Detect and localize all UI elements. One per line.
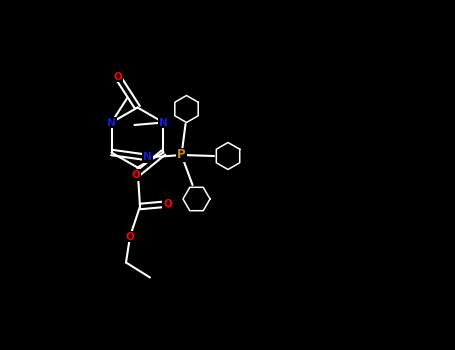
Text: O: O xyxy=(131,170,140,180)
Text: O: O xyxy=(113,71,122,82)
Text: N: N xyxy=(107,118,116,127)
Text: N: N xyxy=(159,118,168,127)
Text: N: N xyxy=(143,153,152,162)
Text: O: O xyxy=(126,231,134,242)
Text: O: O xyxy=(163,199,172,209)
Text: P: P xyxy=(177,148,186,161)
